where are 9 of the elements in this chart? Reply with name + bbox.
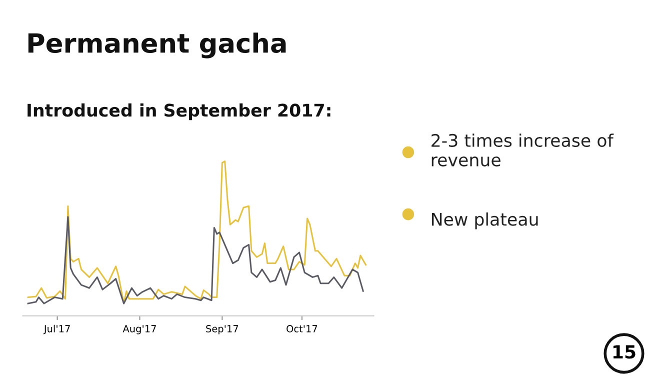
chart-title: Permanent gacha: [28, 32, 286, 58]
text: 2-3 times increase of revenue: [432, 134, 614, 166]
text: New plateau: [432, 212, 538, 230]
chart-subtitle: Introduced in September 2017:: [28, 103, 330, 120]
x-tick-label: Jul'17: [43, 324, 70, 334]
text: 15: [613, 345, 636, 359]
x-tick-label: Aug'17: [122, 325, 156, 334]
x-tick-label: Sep'17: [206, 325, 238, 334]
x-tick-label: Oct'17: [286, 325, 318, 332]
